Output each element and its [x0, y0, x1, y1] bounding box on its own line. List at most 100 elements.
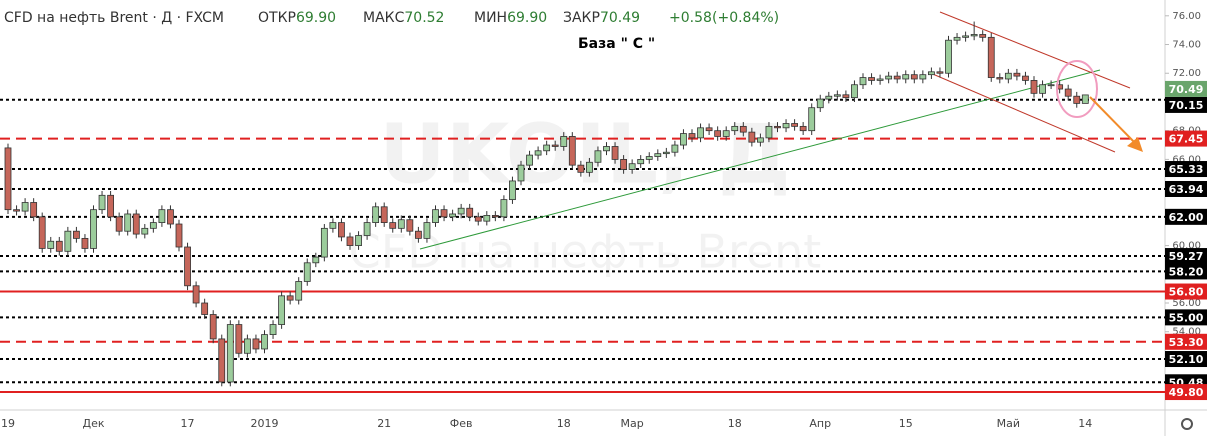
level-label: 67.45 [1169, 133, 1204, 146]
level-label-bg [1165, 283, 1207, 300]
candle-body [697, 127, 704, 139]
candle-body [517, 164, 525, 182]
candle-body [363, 222, 371, 236]
level-label-bg [1165, 96, 1207, 113]
x-tick-label: 18 [728, 417, 742, 430]
candle-body [910, 74, 918, 80]
candle-body [397, 219, 405, 229]
candle-body [620, 159, 627, 170]
candle-body [586, 161, 593, 173]
candle-body [406, 219, 414, 232]
candle-body [355, 235, 362, 246]
y-tick-label: 56.00 [1172, 298, 1201, 309]
candle-body [782, 123, 790, 129]
candle-body [184, 246, 191, 287]
candle-body [107, 194, 114, 218]
level-label-bg [1165, 351, 1207, 368]
candle-body [714, 130, 722, 137]
candle-body [320, 227, 328, 258]
level-label: 59.27 [1169, 250, 1204, 263]
label: ЗАКР [563, 10, 600, 26]
candle-body [876, 78, 884, 81]
candle-body [868, 77, 875, 81]
y-tick-label: 72.00 [1172, 68, 1201, 79]
candle-body [628, 163, 636, 170]
candle-body [21, 202, 29, 212]
candle-body [4, 147, 12, 211]
candle-body [312, 256, 320, 264]
channel-line [939, 11, 1131, 89]
candle-body [432, 209, 439, 223]
level-label: 52.10 [1169, 353, 1204, 366]
candle-body [329, 222, 337, 229]
candle-body [611, 146, 619, 160]
candle-body [124, 213, 132, 232]
candle-body [654, 153, 662, 157]
candle-body [808, 107, 816, 132]
candle-body [278, 295, 286, 325]
candle-body [90, 209, 97, 249]
level-label: 62.00 [1169, 211, 1204, 224]
candle-body [466, 207, 474, 218]
x-tick-label: 15 [899, 417, 913, 430]
candle-body [192, 285, 200, 304]
candle-body [534, 150, 542, 156]
candle-body [252, 338, 260, 350]
level-label: 63.94 [1169, 183, 1204, 196]
level-label-bg [1165, 161, 1207, 178]
candle-body [1030, 80, 1038, 94]
candle-body [423, 222, 431, 239]
candle-body [1022, 75, 1029, 81]
candle-body [568, 136, 576, 166]
candle-body [295, 281, 303, 301]
candle-body [842, 94, 850, 99]
candle-body [55, 240, 63, 252]
candle-body [218, 338, 226, 383]
candle-body [175, 223, 183, 248]
candle-body [962, 35, 969, 38]
candle-body [509, 180, 516, 201]
y-tick-label: 60.00 [1172, 241, 1201, 252]
change: +0.58 [669, 10, 712, 26]
candle-body [833, 94, 841, 97]
gear[interactable] [1181, 418, 1193, 430]
candle-body [543, 144, 551, 152]
value: 70.49 [600, 10, 640, 26]
candle-body [970, 34, 978, 37]
candle-body [132, 213, 140, 235]
candle-body [680, 133, 687, 146]
candle-body [645, 156, 653, 160]
candle-body [662, 151, 670, 155]
value: 69.90 [296, 10, 336, 26]
candle-body [269, 324, 277, 336]
candle-body [158, 209, 166, 223]
y-tick-label: 54.00 [1172, 327, 1201, 338]
candle-body [791, 123, 798, 127]
candle-body [748, 131, 756, 143]
candle-body [551, 144, 559, 147]
candle-body [996, 77, 1004, 80]
last-price-bg [1165, 80, 1207, 97]
level-label: 53.30 [1169, 336, 1204, 349]
level-label-bg [1165, 130, 1207, 147]
candle-body [885, 75, 893, 80]
candle-body [226, 324, 234, 383]
level-label: 56.80 [1169, 286, 1204, 299]
candle-body [457, 207, 465, 215]
candle-body [560, 136, 568, 147]
candle-body [286, 295, 294, 301]
candle-body [774, 125, 781, 129]
candle-body [936, 71, 944, 74]
channel-line [927, 71, 1116, 153]
level-label-bg [1165, 333, 1207, 350]
candle-body [893, 75, 901, 80]
settings-icon[interactable] [1181, 418, 1193, 430]
level-label-bg [1165, 180, 1207, 197]
candle-body [261, 334, 268, 350]
y-tick-label: 74.00 [1172, 40, 1201, 51]
x-tick-label: 21 [377, 417, 391, 430]
candle-body [115, 216, 123, 232]
candle-body [500, 199, 508, 218]
x-tick-label: 14 [1078, 417, 1092, 430]
